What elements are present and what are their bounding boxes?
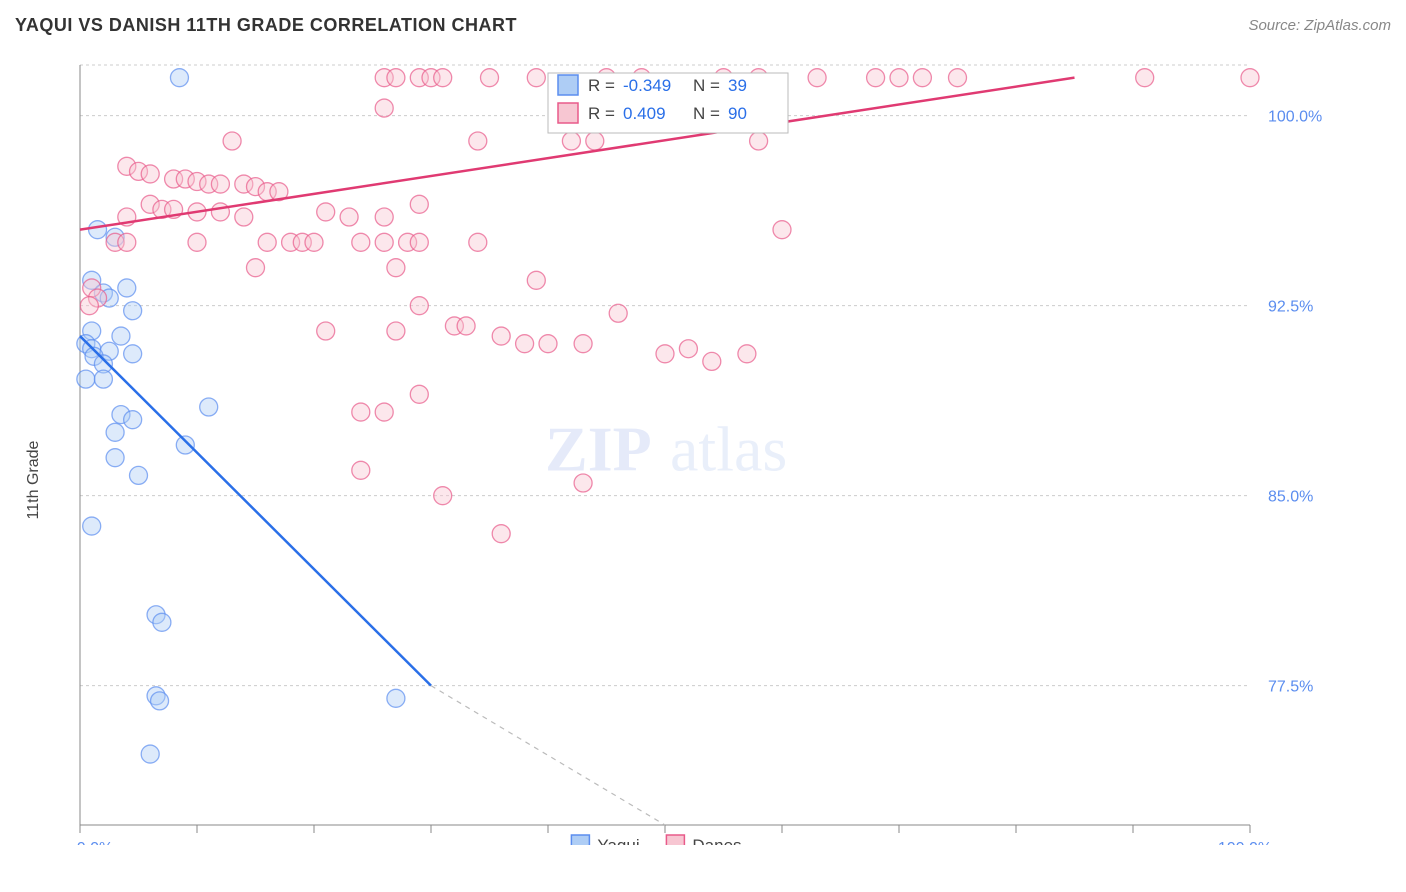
svg-text:90: 90 [728, 104, 747, 123]
chart-container: 77.5%85.0%92.5%100.0%0.0%100.0%ZIPatlasR… [60, 55, 1356, 825]
svg-text:R =: R = [588, 76, 615, 95]
y-axis-label: 11th Grade [20, 420, 50, 540]
scatter-chart: 77.5% 85.0% 92.5% 100.0% 0.0% 100.0% ZIP atlas R… [60, 55, 1356, 845]
svg-text:92.5%: 92.5% [1268, 299, 1313, 316]
svg-text:77.5%: 77.5% [1268, 679, 1313, 696]
svg-text:atlas: atlas [670, 413, 787, 484]
svg-text:11th Grade: 11th Grade [25, 440, 42, 519]
svg-text:N =: N = [693, 104, 720, 123]
svg-text:-0.349: -0.349 [623, 76, 671, 95]
svg-text:N =: N = [693, 76, 720, 95]
svg-text:85.0%: 85.0% [1268, 489, 1313, 506]
svg-text:Danes: Danes [692, 836, 741, 845]
svg-text:ZIP: ZIP [545, 413, 652, 484]
svg-text:0.409: 0.409 [623, 104, 666, 123]
svg-text:39: 39 [728, 76, 747, 95]
svg-text:100.0%: 100.0% [1268, 109, 1322, 126]
source-attribution: Source: ZipAtlas.com [1248, 17, 1391, 34]
svg-text:100.0%: 100.0% [1218, 840, 1272, 845]
chart-title: YAQUI VS DANISH 11TH GRADE CORRELATION C… [15, 15, 517, 35]
svg-text:R =: R = [588, 104, 615, 123]
svg-text:Yaqui: Yaqui [597, 836, 639, 845]
svg-text:0.0%: 0.0% [77, 840, 113, 845]
